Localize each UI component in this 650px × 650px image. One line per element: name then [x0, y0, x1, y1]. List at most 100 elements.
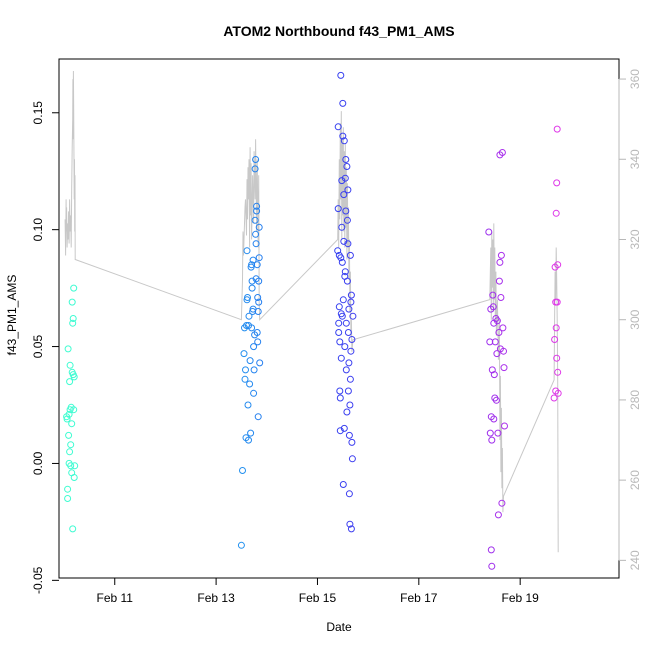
chart-title: ATOM2 Northbound f43_PM1_AMS [223, 23, 454, 39]
y2-tick-label: 360 [628, 69, 642, 89]
data-point [348, 438, 356, 446]
data-point [64, 485, 72, 493]
data-point [554, 389, 562, 397]
data-point [250, 366, 258, 374]
data-point [497, 294, 505, 301]
data-point [553, 125, 561, 133]
data-point [346, 401, 354, 409]
data-point [554, 368, 562, 376]
data-point [488, 366, 496, 374]
data-point [338, 312, 346, 320]
data-point [70, 474, 78, 481]
data-point [65, 431, 73, 439]
data-point [253, 261, 261, 269]
data-point [335, 319, 343, 327]
data-point [340, 137, 348, 145]
data-point [343, 163, 351, 170]
data-point [66, 378, 74, 386]
data-point [496, 258, 504, 266]
data-point [255, 277, 263, 285]
y2-tick-label: 320 [628, 229, 642, 249]
data-point [338, 223, 346, 231]
data-point [70, 373, 78, 381]
data-point [334, 247, 342, 255]
data-point [550, 394, 558, 402]
x-tick-label: Feb 13 [197, 591, 235, 605]
data-point [487, 546, 495, 554]
data-point [486, 429, 494, 437]
x-axis-label: Date [326, 620, 352, 634]
data-point [340, 237, 348, 245]
y-tick-label: 0.15 [31, 101, 45, 125]
data-point [348, 455, 356, 463]
data-point [69, 319, 77, 327]
y-tick-label: 0.10 [31, 218, 45, 242]
data-point [344, 186, 352, 194]
data-point [246, 380, 254, 388]
data-point [489, 291, 497, 299]
data-point [244, 401, 252, 409]
data-point [553, 298, 561, 306]
data-point [339, 99, 347, 107]
data-point [246, 357, 254, 365]
data-point [495, 329, 503, 336]
data-point [551, 336, 559, 343]
data-point [342, 156, 350, 163]
y-tick-label: 0.00 [31, 451, 45, 475]
secondary-series-layer [64, 70, 559, 553]
data-point [498, 149, 506, 156]
data-point [345, 490, 353, 498]
data-point [245, 436, 252, 444]
data-point [344, 329, 352, 336]
data-point [340, 191, 348, 199]
data-point [240, 350, 248, 358]
data-point [245, 312, 253, 320]
data-point [347, 347, 355, 355]
data-point [343, 277, 351, 285]
data-point [345, 431, 353, 439]
data-point [344, 387, 352, 395]
data-point [497, 251, 505, 259]
data-point [347, 525, 355, 533]
data-point [346, 520, 354, 528]
data-point [489, 303, 497, 311]
data-point [500, 347, 507, 355]
data-point [343, 408, 351, 416]
data-point [67, 441, 75, 449]
data-point [251, 216, 259, 224]
data-point [498, 499, 506, 507]
axes-layer: Feb 11 Feb 13 Feb 15 Feb 17 Feb 19 -0.05 0.00 0… [31, 58, 642, 605]
data-point [494, 429, 502, 437]
secondary-series-line [64, 70, 559, 553]
data-point [553, 354, 561, 362]
data-point [65, 410, 73, 418]
data-point [346, 251, 354, 259]
data-point [70, 406, 78, 414]
data-point [501, 422, 508, 430]
y-tick-label: 0.05 [31, 335, 45, 359]
data-point [71, 462, 79, 470]
data-point [500, 364, 508, 372]
data-point [254, 294, 262, 301]
data-point [244, 294, 251, 301]
data-point [241, 375, 249, 383]
y2-tick-label: 280 [628, 390, 642, 410]
data-point [336, 387, 344, 395]
data-point [488, 436, 496, 444]
data-point [491, 338, 499, 346]
data-point [252, 230, 260, 238]
data-point [336, 427, 344, 435]
data-point [64, 345, 72, 353]
data-point [342, 207, 350, 215]
y2-tick-label: 300 [628, 309, 642, 329]
x-tick-label: Feb 19 [501, 591, 539, 605]
data-point [499, 324, 507, 332]
data-point [335, 303, 343, 311]
data-point [66, 361, 74, 369]
data-point [493, 350, 501, 358]
data-point [494, 511, 502, 519]
data-point [339, 132, 347, 140]
data-point [495, 277, 503, 285]
data-points-layer [63, 71, 562, 570]
y-tick-label: -0.05 [31, 566, 45, 594]
